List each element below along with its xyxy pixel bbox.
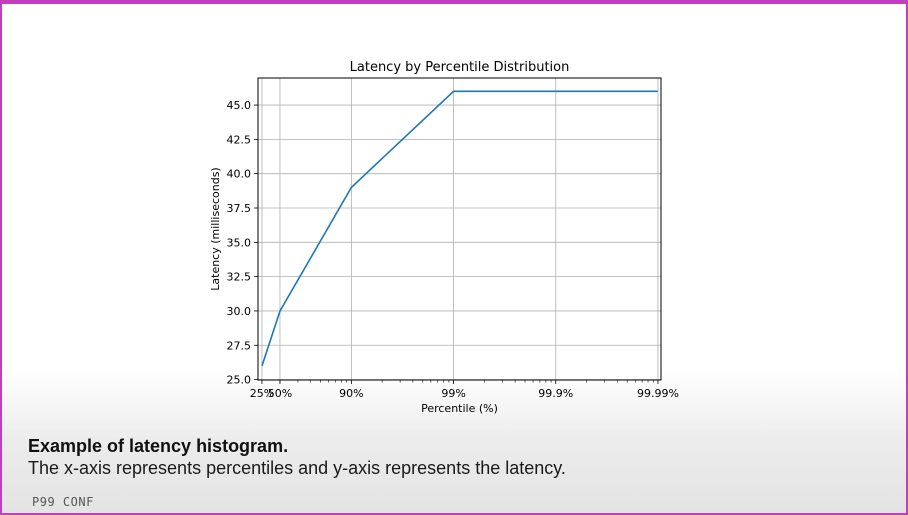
x-axis-label: Percentile (%) (421, 402, 498, 415)
y-axis-label: Latency (milliseconds) (209, 167, 222, 290)
x-tick-label: 99.99% (637, 387, 679, 400)
y-tick-label: 32.5 (227, 271, 252, 284)
plot-area (258, 78, 661, 380)
chart-title: Latency by Percentile Distribution (350, 60, 570, 75)
y-tick-label: 42.5 (227, 133, 252, 146)
latency-series-line (261, 90, 658, 367)
caption-title: Example of latency histogram. (28, 436, 289, 456)
y-tick-label: 35.0 (227, 236, 252, 249)
y-tick-label: 37.5 (227, 202, 252, 215)
p99-conf-logo: P99 CONF (32, 495, 94, 509)
y-tick-label: 40.0 (227, 168, 252, 181)
caption-body: The x-axis represents percentiles and y-… (28, 458, 566, 478)
y-tick-label: 27.5 (227, 339, 252, 352)
x-tick-label: 50% (268, 387, 292, 400)
latency-chart: 25.0 27.5 30.0 32.5 35.0 37.5 40.0 42.5 45.0 25%5… (209, 60, 679, 415)
x-tick-label: 90% (339, 387, 363, 400)
x-tick-label: 25% (250, 387, 274, 400)
x-tick-label: 99.9% (538, 387, 573, 400)
x-tick-label: 99% (441, 387, 465, 400)
y-tick-label: 45.0 (227, 99, 252, 112)
plot-frame (257, 77, 662, 381)
y-tick-label: 25.0 (227, 374, 252, 387)
y-tick-label: 30.0 (227, 305, 252, 318)
